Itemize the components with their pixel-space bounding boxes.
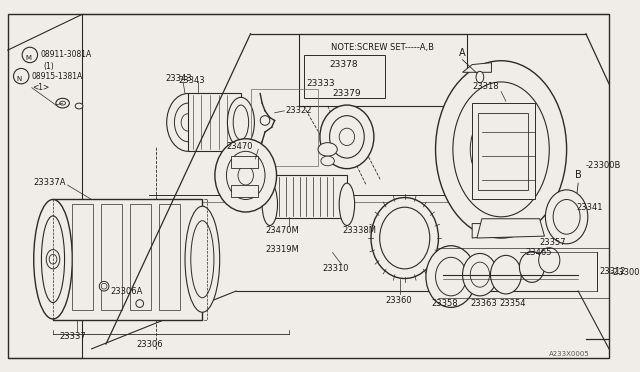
- Ellipse shape: [321, 156, 334, 166]
- Circle shape: [22, 47, 38, 62]
- Text: 23341: 23341: [576, 203, 603, 212]
- Circle shape: [13, 68, 29, 84]
- Text: (1): (1): [44, 62, 54, 71]
- Ellipse shape: [166, 93, 209, 151]
- Circle shape: [260, 116, 270, 125]
- Text: 23465: 23465: [525, 248, 552, 257]
- Text: NOTE:SCREW SET-----A,B: NOTE:SCREW SET-----A,B: [331, 43, 434, 52]
- Text: -23300: -23300: [611, 268, 640, 277]
- Polygon shape: [477, 219, 545, 238]
- Ellipse shape: [185, 206, 220, 312]
- Ellipse shape: [56, 98, 69, 108]
- Text: 23470: 23470: [227, 142, 253, 151]
- Ellipse shape: [463, 253, 497, 296]
- Bar: [303, 55, 385, 98]
- Ellipse shape: [371, 198, 438, 279]
- Ellipse shape: [426, 246, 476, 307]
- Text: 23360: 23360: [385, 296, 412, 305]
- Ellipse shape: [572, 196, 579, 209]
- Text: 23337A: 23337A: [34, 178, 66, 187]
- Ellipse shape: [227, 97, 254, 147]
- Ellipse shape: [46, 250, 60, 269]
- Polygon shape: [472, 224, 492, 238]
- Text: 23378: 23378: [330, 60, 358, 69]
- Text: 08915-1381A: 08915-1381A: [32, 72, 83, 81]
- Bar: [472, 103, 535, 199]
- Ellipse shape: [490, 256, 522, 294]
- Ellipse shape: [75, 103, 83, 109]
- Text: 23363: 23363: [470, 299, 497, 308]
- Text: 23338M: 23338M: [342, 226, 376, 235]
- Ellipse shape: [520, 251, 545, 282]
- Bar: [72, 204, 93, 310]
- Bar: [270, 176, 347, 218]
- Ellipse shape: [318, 142, 337, 156]
- Text: 23333: 23333: [307, 79, 335, 89]
- Text: 23306: 23306: [136, 340, 163, 349]
- Text: 23306A: 23306A: [111, 286, 143, 295]
- Text: -23300B: -23300B: [586, 161, 621, 170]
- Bar: [250, 89, 318, 166]
- Text: 23358: 23358: [432, 299, 458, 308]
- Text: M: M: [25, 55, 31, 61]
- Ellipse shape: [99, 281, 109, 291]
- Text: N: N: [17, 76, 22, 82]
- Ellipse shape: [470, 109, 532, 190]
- Text: <1>: <1>: [32, 83, 49, 92]
- Ellipse shape: [436, 61, 566, 238]
- Text: 23319M: 23319M: [265, 245, 299, 254]
- Ellipse shape: [34, 199, 72, 319]
- Text: 23343: 23343: [166, 74, 193, 83]
- Text: 23337: 23337: [60, 332, 86, 341]
- Bar: [231, 185, 259, 196]
- Text: B: B: [575, 170, 582, 180]
- Text: 23312: 23312: [600, 267, 626, 276]
- Ellipse shape: [136, 300, 143, 307]
- Bar: [130, 204, 151, 310]
- Ellipse shape: [215, 139, 276, 212]
- Text: 23310: 23310: [323, 264, 349, 273]
- Bar: [53, 199, 202, 320]
- Text: 23357: 23357: [540, 238, 566, 247]
- Ellipse shape: [545, 190, 588, 244]
- Ellipse shape: [262, 183, 278, 225]
- Ellipse shape: [320, 105, 374, 169]
- Ellipse shape: [476, 71, 484, 83]
- Text: 23343: 23343: [179, 76, 205, 84]
- Text: 08911-3081A: 08911-3081A: [40, 51, 92, 60]
- Text: 23322: 23322: [285, 106, 312, 115]
- Text: A: A: [460, 48, 466, 58]
- Text: 23470M: 23470M: [265, 226, 299, 235]
- Bar: [159, 204, 180, 310]
- Bar: [299, 34, 467, 106]
- Bar: [101, 204, 122, 310]
- Bar: [188, 93, 241, 151]
- Text: 23318: 23318: [472, 82, 499, 91]
- Text: 23379: 23379: [332, 89, 361, 98]
- Ellipse shape: [539, 248, 560, 273]
- Text: 23354: 23354: [499, 299, 525, 308]
- Ellipse shape: [339, 183, 355, 225]
- Bar: [231, 156, 259, 168]
- Text: A233X0005: A233X0005: [549, 351, 590, 357]
- Polygon shape: [463, 62, 492, 72]
- Bar: [478, 113, 528, 190]
